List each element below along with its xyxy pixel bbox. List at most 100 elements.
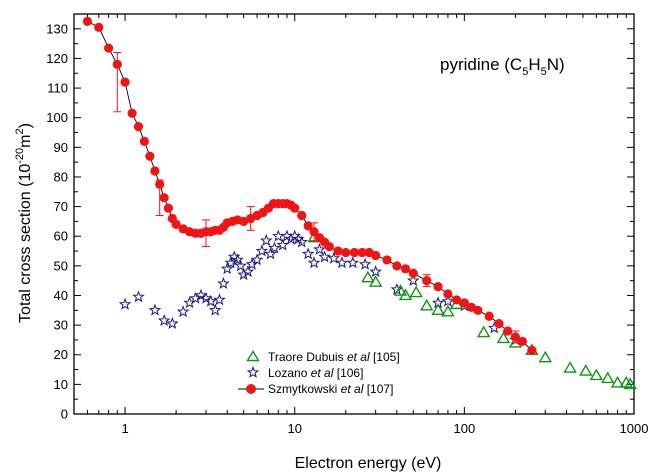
y-tick-label: 110 xyxy=(47,81,68,96)
traore-point xyxy=(393,284,408,296)
y-tick-label: 130 xyxy=(46,21,68,36)
szmytkowski-point xyxy=(494,319,504,329)
legend-label-lozano: Lozano et al [106] xyxy=(268,366,363,380)
szmytkowski-point xyxy=(400,264,411,274)
szmytkowski-point xyxy=(517,336,528,347)
lozano-point xyxy=(204,294,218,307)
traore-point xyxy=(563,361,577,373)
lozano-point xyxy=(194,288,208,301)
szmytkowski-point xyxy=(133,121,144,132)
traore-point xyxy=(449,297,464,310)
traore-point xyxy=(431,303,445,315)
szmytkowski-point xyxy=(139,136,149,147)
szmytkowski-point xyxy=(150,166,160,176)
lozano-point xyxy=(157,314,171,327)
szmytkowski-point xyxy=(433,281,443,292)
y-tick-label: 90 xyxy=(54,140,68,155)
szmytkowski-point xyxy=(239,216,249,227)
x-tick-label: 1000 xyxy=(620,421,649,436)
chart-annotation: pyridine (C5H5N) xyxy=(440,55,565,78)
traore-point xyxy=(538,350,553,363)
szmytkowski-point xyxy=(309,227,319,237)
lozano-point xyxy=(255,244,269,257)
y-axis-title: Total cross section (10-20m2) xyxy=(14,123,34,323)
traore-point xyxy=(589,368,604,381)
lozano-point xyxy=(234,259,247,272)
lozano-point xyxy=(241,265,255,278)
traore-point xyxy=(610,375,625,388)
y-tick-label: 70 xyxy=(54,199,68,214)
traore-point xyxy=(441,304,455,317)
lozano-point xyxy=(213,293,226,306)
series-szmytkowski xyxy=(82,16,537,355)
lozano-point xyxy=(276,238,290,251)
legend-star-shape xyxy=(246,365,260,378)
legend-triangle-marker xyxy=(246,350,260,362)
y-tick-label: 50 xyxy=(54,258,68,273)
szmytkowski-point xyxy=(94,22,104,32)
lozano-point xyxy=(199,291,213,304)
szmytkowski-point xyxy=(527,345,537,355)
szmytkowski-point xyxy=(171,219,181,229)
traore-point xyxy=(361,270,375,283)
traore-point xyxy=(623,377,637,390)
lozano-point xyxy=(260,234,273,247)
lozano-point xyxy=(224,256,238,269)
legend-entry-traore: Traore Dubuis et al [105] xyxy=(246,350,400,364)
y-tick-label: 20 xyxy=(54,347,68,362)
lozano-point xyxy=(220,262,234,275)
lozano-point xyxy=(327,251,341,264)
szmytkowski-point xyxy=(127,108,137,118)
plot-frame xyxy=(73,13,635,415)
y-tick-label: 0 xyxy=(61,407,68,422)
lozano-point xyxy=(176,305,190,318)
lozano-point xyxy=(406,274,420,287)
szmytkowski-point xyxy=(297,210,307,221)
traore-point xyxy=(398,288,413,301)
traore-point xyxy=(601,371,615,384)
lozano-point xyxy=(231,253,244,266)
szmytkowski-point xyxy=(443,289,453,299)
szmytkowski-point xyxy=(112,59,122,69)
szmytkowski-point xyxy=(333,246,343,256)
traore-point xyxy=(579,364,593,376)
legend-label-traore: Traore Dubuis et al [105] xyxy=(268,350,400,364)
traore-point xyxy=(409,285,423,298)
legend-circle-marker xyxy=(246,384,256,394)
traore-point xyxy=(496,331,511,344)
lozano-point xyxy=(237,268,250,281)
traore-point xyxy=(476,325,491,338)
szmytkowski-point xyxy=(290,203,300,213)
legend: Traore Dubuis et al [105] Lozano et al [… xyxy=(238,350,400,396)
y-tick-label: 60 xyxy=(54,229,68,244)
szmytkowski-point xyxy=(392,261,402,271)
legend-label-szmytkowski: Szmytkowski et al [107] xyxy=(268,382,393,396)
y-tick-label: 80 xyxy=(54,169,68,184)
szmytkowski-point xyxy=(422,276,432,286)
y-tick-label: 30 xyxy=(54,318,68,333)
szmytkowski-point xyxy=(484,311,494,321)
legend-entry-szmytkowski: Szmytkowski et al [107] xyxy=(238,382,393,396)
y-tick-label: 120 xyxy=(46,51,68,66)
y-tick-label: 10 xyxy=(54,377,68,392)
szmytkowski-point xyxy=(163,203,173,213)
lozano-point xyxy=(264,247,277,260)
lozano-point xyxy=(250,253,264,266)
legend-star-marker xyxy=(246,365,260,378)
lozano-point xyxy=(369,265,382,278)
x-tick-label: 100 xyxy=(454,421,476,436)
x-tick-label: 1 xyxy=(121,421,128,436)
lozano-point xyxy=(301,247,315,260)
traore-point xyxy=(368,275,383,287)
x-tick-label: 10 xyxy=(287,421,301,436)
szmytkowski-point xyxy=(324,241,334,252)
szmytkowski-point xyxy=(357,247,367,258)
lozano-point xyxy=(307,256,321,269)
lozano-point xyxy=(118,297,132,310)
series-lozano xyxy=(118,229,522,346)
szmytkowski-point xyxy=(303,221,313,231)
lozano-point xyxy=(346,256,360,269)
lozano-point xyxy=(318,250,331,263)
